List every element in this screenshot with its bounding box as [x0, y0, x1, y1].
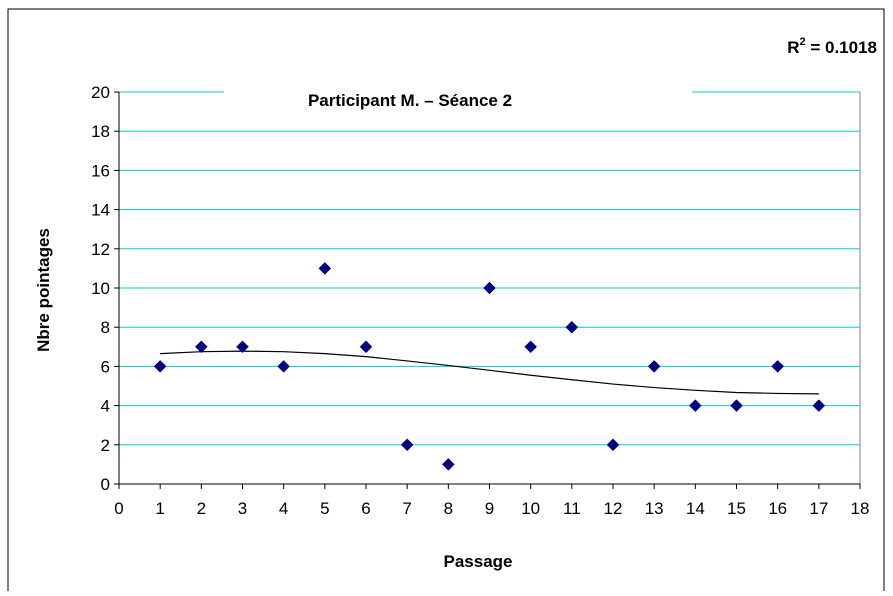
x-tick-label: 12 [604, 499, 623, 518]
y-tick-label: 16 [91, 161, 110, 180]
data-point [153, 360, 167, 373]
y-tick-label: 14 [91, 201, 110, 220]
data-point [771, 360, 785, 373]
x-tick-label: 11 [563, 499, 581, 518]
y-tick-label: 4 [101, 397, 110, 416]
data-point [606, 438, 620, 452]
y-tick-label: 2 [101, 436, 110, 455]
data-point [730, 399, 743, 412]
x-tick-label: 1 [155, 499, 164, 518]
r-squared-prefix: R [787, 38, 799, 57]
x-tick-label: 0 [114, 499, 123, 518]
y-tick-label: 12 [91, 240, 110, 259]
x-tick-label: 5 [320, 499, 329, 518]
y-tick-label: 0 [101, 475, 110, 494]
x-tick-label: 9 [485, 499, 494, 518]
chart-title: Participant M. – Séance 2 [308, 91, 512, 110]
data-point [812, 399, 826, 412]
data-point [483, 281, 496, 295]
x-tick-label: 6 [361, 499, 370, 518]
y-tick-label: 20 [91, 83, 110, 102]
y-tick-label: 18 [91, 122, 110, 141]
x-tick-label: 8 [444, 499, 453, 518]
r-squared-value: = 0.1018 [806, 38, 877, 57]
x-tick-label: 3 [238, 499, 247, 518]
x-tick-label: 16 [768, 499, 787, 518]
data-point [565, 320, 579, 334]
trendline-layer [160, 350, 819, 395]
data-point [318, 262, 332, 275]
x-axis-title: Passage [444, 552, 513, 571]
title-background [224, 80, 692, 116]
y-tick-label: 8 [101, 318, 110, 337]
x-tick-label: 10 [521, 499, 540, 518]
y-axis-title: Nbre pointages [34, 228, 53, 352]
data-point [400, 438, 414, 452]
trendline [160, 350, 819, 395]
x-tick-label: 18 [851, 499, 870, 518]
chart-area-border [7, 8, 885, 591]
x-tick-label: 7 [402, 499, 411, 518]
data-point [277, 360, 291, 373]
r-squared-exponent: 2 [800, 36, 806, 48]
x-tick-label: 2 [197, 499, 206, 518]
data-point [688, 399, 702, 412]
x-tick-label: 13 [645, 499, 664, 518]
r-squared-label: R2 = 0.1018 [787, 36, 877, 57]
data-point [359, 340, 373, 354]
x-tick-label: 4 [279, 499, 288, 518]
data-point [441, 458, 455, 471]
x-tick-label: 17 [809, 499, 828, 518]
x-tick-label: 14 [686, 499, 705, 518]
data-point [647, 360, 661, 373]
y-tick-label: 6 [101, 357, 110, 376]
y-tick-label: 10 [91, 279, 110, 298]
x-tick-label: 15 [727, 499, 746, 518]
data-point [236, 340, 249, 354]
data-point [194, 340, 208, 354]
data-points [153, 262, 826, 471]
data-point [524, 340, 538, 354]
